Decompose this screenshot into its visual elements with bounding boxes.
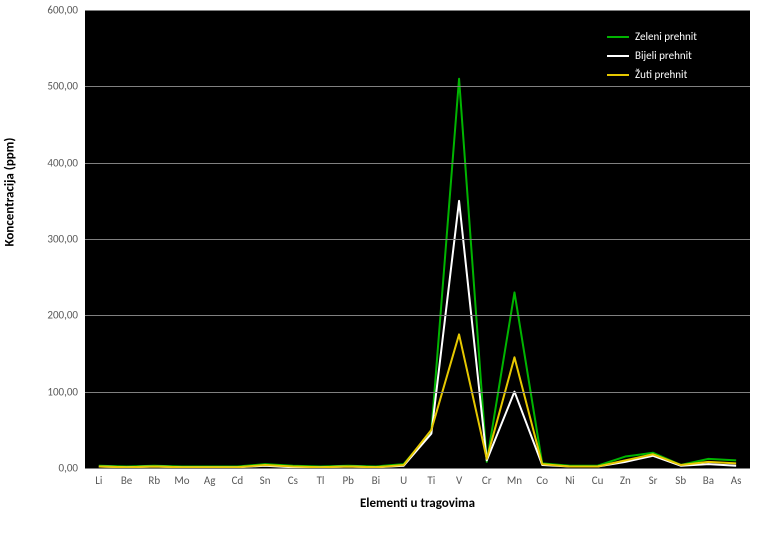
x-tick-label: Mn: [507, 474, 522, 487]
legend-label: Žuti prehnit: [635, 68, 687, 81]
y-tick-label: 500,00: [23, 80, 78, 93]
x-tick-label: Cu: [592, 474, 604, 487]
x-tick-label: Pb: [342, 474, 353, 487]
legend-swatch: [607, 55, 629, 57]
x-tick-label: Cs: [288, 474, 298, 487]
legend-label: Zeleni prehnit: [635, 30, 697, 43]
y-tick-label: 0,00: [23, 462, 78, 475]
series-line: [99, 79, 736, 467]
x-tick-label: Li: [95, 474, 102, 487]
legend-label: Bijeli prehnit: [635, 49, 692, 62]
legend-swatch: [607, 36, 629, 38]
gridline: [85, 392, 750, 393]
chart-container: Zeleni prehnit Bijeli prehnit Žuti prehnit…: [0, 0, 763, 539]
legend-item: Žuti prehnit: [607, 68, 697, 81]
y-tick-label: 200,00: [23, 309, 78, 322]
x-tick-label: Tl: [317, 474, 325, 487]
series-line: [99, 201, 736, 467]
x-tick-label: Mo: [174, 474, 189, 487]
legend-item: Bijeli prehnit: [607, 49, 697, 62]
gridline: [85, 239, 750, 240]
gridline: [85, 315, 750, 316]
gridline: [85, 468, 750, 469]
x-tick-label: V: [456, 474, 462, 487]
gridline: [85, 163, 750, 164]
gridline: [85, 86, 750, 87]
x-tick-label: Be: [121, 474, 132, 487]
y-axis-title: Koncentracija (ppm): [3, 227, 18, 247]
x-tick-label: Ba: [703, 474, 714, 487]
x-tick-label: Cr: [482, 474, 492, 487]
x-tick-label: As: [731, 474, 742, 487]
legend-swatch: [607, 74, 629, 76]
x-tick-label: Zn: [620, 474, 631, 487]
legend: Zeleni prehnit Bijeli prehnit Žuti prehnit: [607, 30, 697, 81]
x-tick-label: U: [400, 474, 407, 487]
x-tick-label: Bi: [372, 474, 381, 487]
y-tick-label: 600,00: [23, 4, 78, 17]
y-tick-label: 300,00: [23, 233, 78, 246]
x-tick-label: Sr: [649, 474, 658, 487]
y-tick-label: 400,00: [23, 156, 78, 169]
gridline: [85, 10, 750, 11]
x-tick-label: Ag: [204, 474, 216, 487]
x-tick-label: Ni: [565, 474, 575, 487]
y-tick-label: 100,00: [23, 385, 78, 398]
x-tick-label: Rb: [148, 474, 160, 487]
series-line: [99, 334, 736, 467]
x-tick-label: Cd: [232, 474, 244, 487]
x-axis-title: Elementi u tragovima: [85, 496, 750, 511]
x-tick-label: Sn: [260, 474, 271, 487]
x-tick-label: Sb: [675, 474, 686, 487]
x-tick-label: Ti: [427, 474, 435, 487]
plot-area: Zeleni prehnit Bijeli prehnit Žuti prehnit: [85, 10, 750, 468]
legend-item: Zeleni prehnit: [607, 30, 697, 43]
x-tick-label: Co: [536, 474, 548, 487]
